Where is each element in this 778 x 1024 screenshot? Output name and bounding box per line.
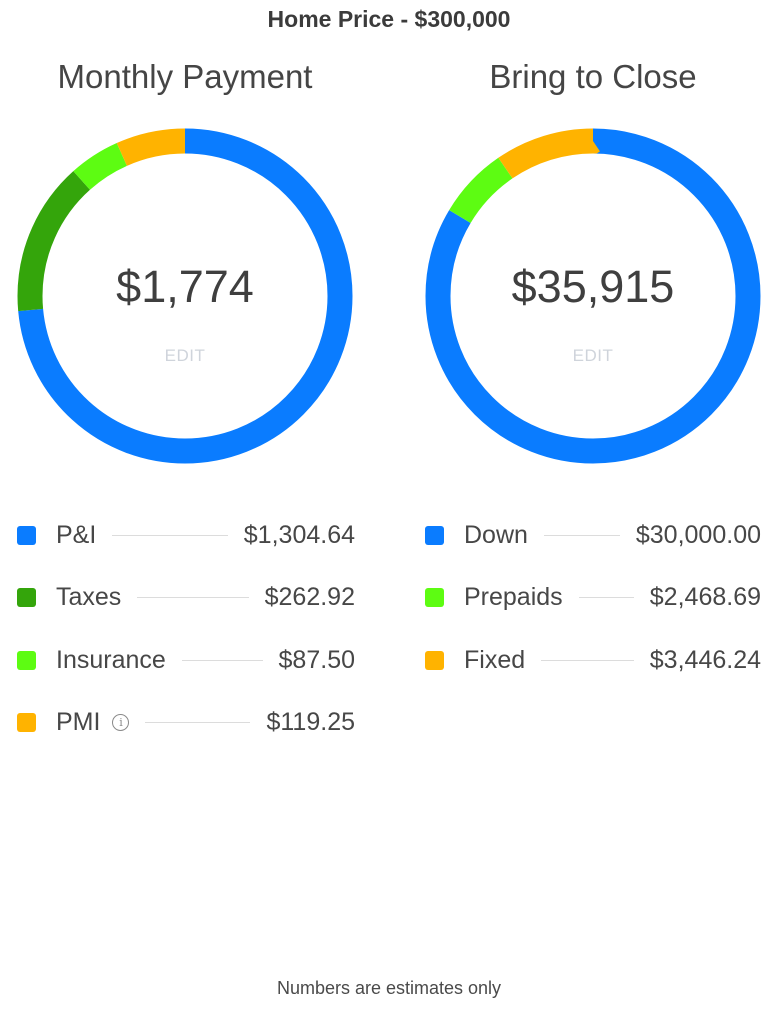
bring-to-close-total: $35,915 xyxy=(511,261,675,312)
down-color-swatch xyxy=(425,525,444,545)
estimates-disclaimer: Numbers are estimates only xyxy=(276,978,502,998)
legend-divider xyxy=(541,659,634,661)
legend-label: Prepaids xyxy=(464,583,563,612)
legend-item-prepaids: Prepaids $2,468.69 xyxy=(408,567,778,630)
donut-segment-pmi xyxy=(17,128,353,464)
monthly-payment-donut-chart xyxy=(17,128,353,464)
legend-label: P&I xyxy=(56,520,97,549)
legend-value: $119.25 xyxy=(266,708,355,737)
bring-to-close-title: Bring to Close xyxy=(489,58,697,95)
donut-segment-taxes xyxy=(17,128,353,464)
pmi-info-icon[interactable]: i xyxy=(112,714,130,732)
legend-divider xyxy=(112,534,228,536)
legend-value: $87.50 xyxy=(278,645,355,674)
fixed-color-swatch xyxy=(425,650,444,670)
legend-label: PMI xyxy=(56,708,101,737)
legend-label: Fixed xyxy=(464,645,526,674)
legend-label: Down xyxy=(464,520,528,549)
legend-item-pmi: PMI i $119.25 xyxy=(0,692,370,755)
legend-value: $262.92 xyxy=(264,583,355,612)
legend-divider xyxy=(145,722,251,724)
legend-item-taxes: Taxes $262.92 xyxy=(0,567,370,630)
legend-divider xyxy=(543,534,620,536)
monthly-payment-donut[interactable]: $1,774 EDIT xyxy=(17,128,353,464)
bring-to-close-edit-button[interactable]: EDIT xyxy=(572,346,614,365)
legend-item-fixed: Fixed $3,446.24 xyxy=(408,629,778,692)
taxes-color-swatch xyxy=(17,588,36,608)
legend-divider xyxy=(137,597,249,599)
legend-label: Insurance xyxy=(56,645,166,674)
monthly-payment-total: $1,774 xyxy=(116,261,254,312)
legend-item-insurance: Insurance $87.50 xyxy=(0,629,370,692)
legend-value: $1,304.64 xyxy=(243,520,355,549)
bring-to-close-legend: Down $30,000.00 Prepaids $2,468.69 Fixed… xyxy=(408,504,778,692)
pi-color-swatch xyxy=(17,525,36,545)
pmi-color-swatch xyxy=(17,713,36,733)
prepaids-color-swatch xyxy=(425,588,444,608)
legend-divider xyxy=(181,659,263,661)
monthly-payment-legend: P&I $1,304.64 Taxes $262.92 Insurance $8… xyxy=(0,504,370,754)
legend-value: $30,000.00 xyxy=(635,520,761,549)
bring-to-close-donut[interactable]: $35,915 EDIT xyxy=(425,128,761,464)
monthly-payment-title: Monthly Payment xyxy=(57,58,313,95)
donut-segment-fixed xyxy=(425,128,761,464)
legend-value: $3,446.24 xyxy=(649,645,761,674)
legend-divider xyxy=(578,597,634,599)
legend-item-down: Down $30,000.00 xyxy=(408,504,778,567)
legend-value: $2,468.69 xyxy=(649,583,761,612)
page-title: Home Price - $300,000 xyxy=(267,6,511,32)
insurance-color-swatch xyxy=(17,650,36,670)
legend-item-pi: P&I $1,304.64 xyxy=(0,504,370,567)
legend-label: Taxes xyxy=(56,583,122,612)
bring-to-close-donut-chart xyxy=(425,128,761,464)
monthly-payment-edit-button[interactable]: EDIT xyxy=(164,346,206,365)
